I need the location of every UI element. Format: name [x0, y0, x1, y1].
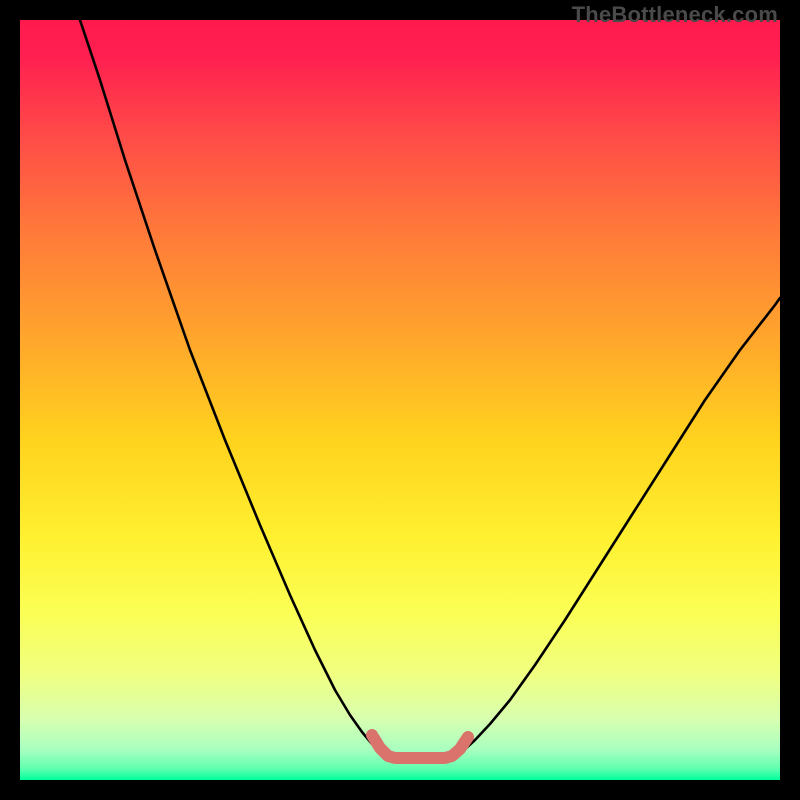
bottom-highlight-segment — [372, 735, 468, 758]
watermark-text: TheBottleneck.com — [572, 2, 778, 28]
curve-layer — [20, 20, 780, 780]
plot-area — [20, 20, 780, 780]
bottleneck-curve — [80, 20, 780, 757]
chart-container: TheBottleneck.com — [0, 0, 800, 800]
